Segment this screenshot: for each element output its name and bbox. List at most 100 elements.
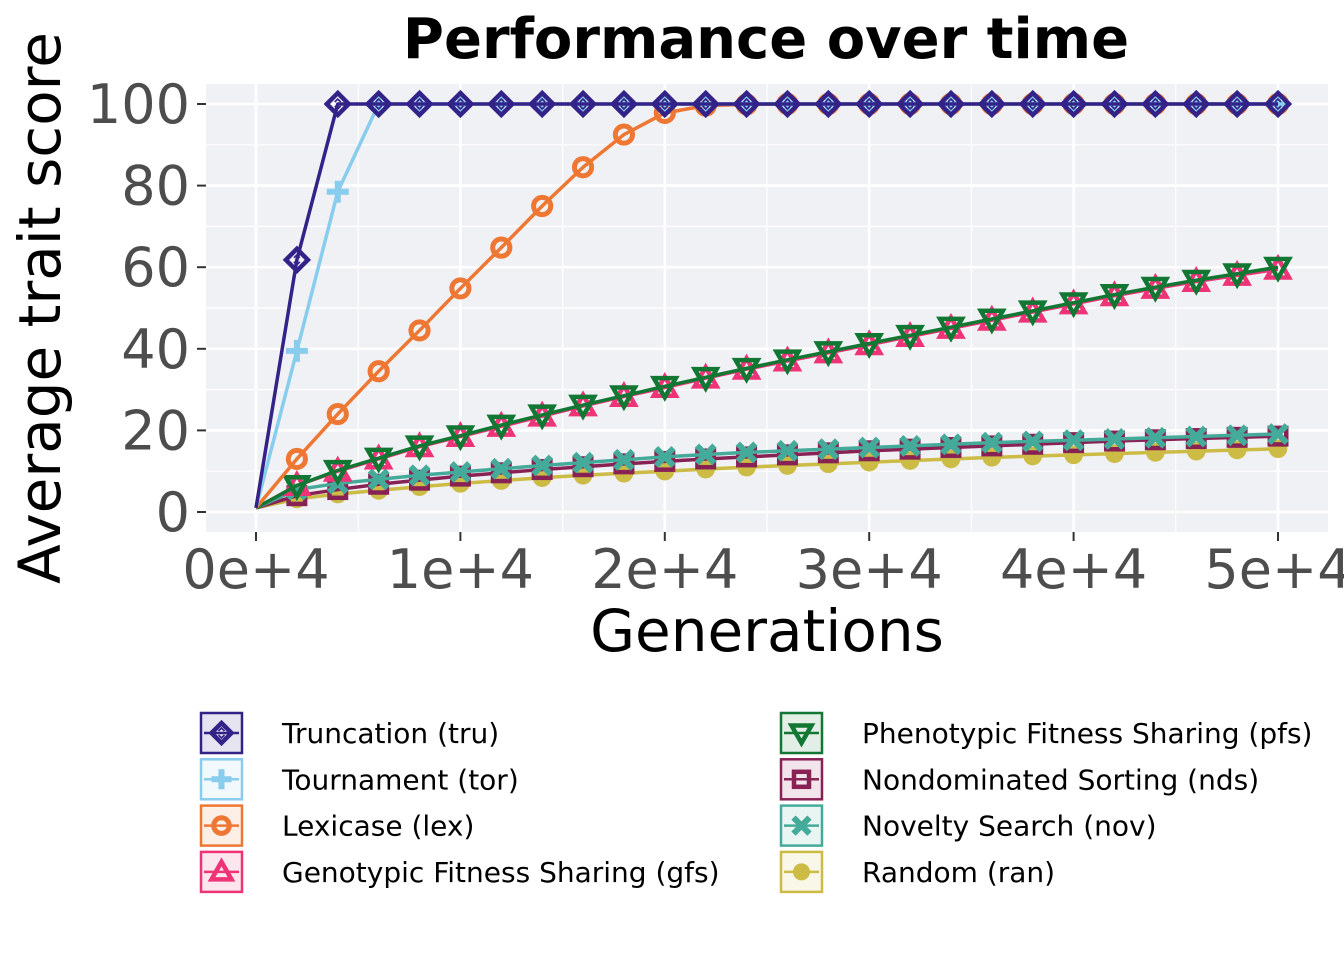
data-point xyxy=(531,194,554,218)
legend-label: Nondominated Sorting (nds) xyxy=(862,763,1259,796)
data-point xyxy=(449,277,472,300)
data-point xyxy=(1226,424,1249,447)
legend-label: Truncation (tru) xyxy=(281,717,499,750)
data-point xyxy=(690,366,721,393)
data-point xyxy=(282,474,312,502)
legend-marker xyxy=(793,863,810,881)
legend-label: Novelty Search (nov) xyxy=(862,810,1157,843)
legend-item: Novelty Search (nov) xyxy=(779,804,1157,847)
data-point xyxy=(367,360,390,383)
data-point xyxy=(612,448,635,471)
data-point xyxy=(731,357,762,384)
data-point xyxy=(1144,426,1167,449)
data-point xyxy=(936,316,966,343)
data-point xyxy=(404,435,435,462)
data-point xyxy=(855,89,884,119)
legend-item: Random (ran) xyxy=(779,850,1055,894)
legend-label: Genotypic Fitness Sharing (gfs) xyxy=(282,856,720,889)
y-tick-label: 0 xyxy=(156,481,190,544)
legend-item: Truncation (tru) xyxy=(199,711,499,755)
legend-marker xyxy=(211,815,232,836)
legend-marker xyxy=(207,857,236,882)
data-point xyxy=(1018,89,1047,119)
data-point xyxy=(367,468,390,491)
data-point xyxy=(490,457,513,480)
data-point xyxy=(609,89,639,119)
data-point xyxy=(977,89,1007,119)
data-point xyxy=(1062,429,1085,452)
data-point xyxy=(653,445,676,468)
data-point xyxy=(405,89,434,119)
data-point xyxy=(691,89,720,119)
series-phenotypic-fitness-sharing-pfs xyxy=(255,256,1293,510)
data-point xyxy=(449,461,472,483)
y-axis-title: Average trait score xyxy=(6,32,74,584)
data-point xyxy=(1103,428,1126,450)
series-line xyxy=(254,102,1278,509)
legend-item: Nondominated Sorting (nds) xyxy=(779,758,1259,801)
data-point xyxy=(976,308,1007,335)
data-point xyxy=(772,349,803,376)
x-tick-label: 0e+4 xyxy=(182,538,329,601)
data-point xyxy=(568,89,598,119)
x-tick-label: 1e+4 xyxy=(387,538,534,601)
data-point xyxy=(817,438,840,461)
data-point xyxy=(858,436,881,459)
legend-label: Lexicase (lex) xyxy=(282,810,474,843)
data-point xyxy=(285,447,308,471)
data-point xyxy=(1021,430,1044,453)
legend-label: Random (ran) xyxy=(862,856,1055,889)
data-point xyxy=(487,89,516,119)
legend-item: Phenotypic Fitness Sharing (pfs) xyxy=(779,711,1312,755)
data-point xyxy=(1185,425,1208,448)
data-point xyxy=(322,459,353,486)
data-point xyxy=(527,89,557,119)
series-truncation-tru xyxy=(254,89,1293,509)
data-point xyxy=(282,245,312,275)
data-point xyxy=(486,414,517,441)
data-point xyxy=(408,319,431,342)
data-point xyxy=(1222,89,1252,119)
series-line xyxy=(255,432,1279,510)
legend-marker xyxy=(208,719,235,747)
x-axis-title: Generations xyxy=(590,597,944,665)
y-tick-label: 40 xyxy=(121,318,190,381)
data-point xyxy=(1059,89,1088,119)
legend-label: Tournament (tor) xyxy=(281,763,519,796)
data-point xyxy=(1058,292,1089,319)
series-layer xyxy=(254,89,1293,510)
data-point xyxy=(1141,89,1170,119)
data-point xyxy=(1140,276,1171,303)
data-point xyxy=(568,394,598,421)
data-point xyxy=(895,89,925,119)
data-point xyxy=(650,89,679,119)
data-point xyxy=(1099,284,1130,311)
data-point xyxy=(936,89,966,119)
data-point xyxy=(1267,423,1289,445)
legend-marker xyxy=(787,723,816,748)
data-point xyxy=(326,403,349,426)
data-point xyxy=(1181,269,1212,296)
data-point xyxy=(694,443,717,466)
legend-marker xyxy=(791,769,812,790)
chart-title: Performance over time xyxy=(403,7,1129,72)
axis-ticks: 0e+4 1e+4 2e+4 3e+4 4e+4 5e+4 0 20 40 60 80 100 xyxy=(87,73,1344,601)
data-point xyxy=(813,341,844,368)
legend-marker xyxy=(211,769,232,790)
data-point xyxy=(735,441,758,464)
data-point xyxy=(980,431,1003,454)
data-point xyxy=(364,89,393,119)
data-point xyxy=(1263,256,1293,283)
data-point xyxy=(1182,89,1211,119)
data-point xyxy=(773,89,802,119)
data-point xyxy=(408,464,431,487)
data-point xyxy=(1222,263,1252,290)
data-point xyxy=(940,433,962,456)
data-point xyxy=(446,89,475,119)
data-point xyxy=(899,434,922,457)
data-point xyxy=(1263,89,1293,119)
data-point xyxy=(895,324,925,351)
y-tick-label: 60 xyxy=(121,236,190,299)
y-tick-label: 80 xyxy=(121,155,190,218)
data-point xyxy=(363,447,394,474)
